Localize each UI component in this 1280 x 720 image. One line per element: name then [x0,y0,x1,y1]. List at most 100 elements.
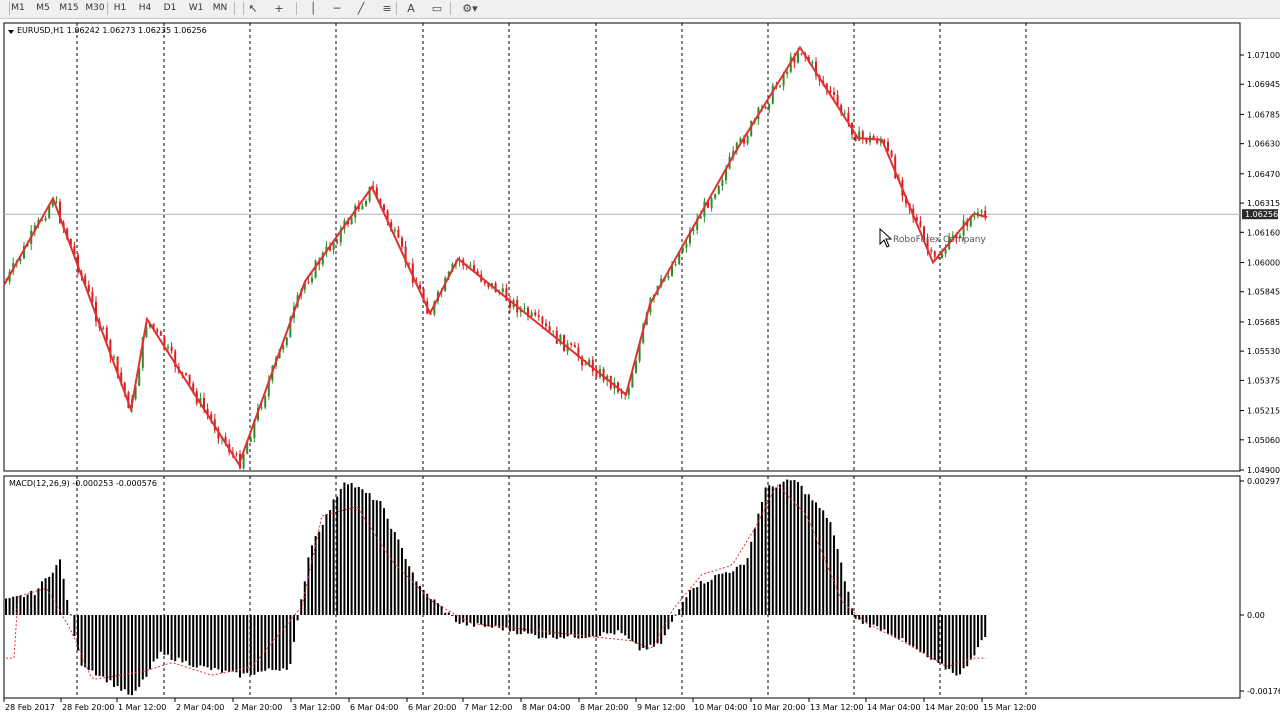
trendline-icon[interactable]: ╱ [357,2,365,15]
macd-bar [649,615,652,645]
macd-bar [444,612,447,615]
macd-bar [5,598,7,615]
timeframe-d1-button[interactable]: D1 [163,3,177,13]
timeframe-m1-button[interactable]: M1 [11,3,25,13]
vertical-line-icon[interactable]: │ [309,2,317,15]
macd-bar [77,615,79,651]
timeframe-m5-button[interactable]: M5 [36,3,50,13]
bull-candle [631,373,634,388]
bear-candle [411,263,414,283]
bull-candle [141,337,144,368]
bear-candle [955,235,958,238]
macd-bar [199,615,202,666]
macd-pane[interactable] [3,475,1241,699]
bull-candle [879,140,882,144]
macd-bar [51,572,54,615]
bear-candle [570,343,573,345]
macd-bar [890,615,893,635]
timeframe-m15-button[interactable]: M15 [59,3,79,13]
macd-bar [717,574,720,615]
price-label: 1.07100 [1247,51,1280,60]
macd-bar [469,615,472,623]
bull-candle [289,317,292,338]
macd-bar [509,615,511,632]
macd-bar [325,513,328,615]
crosshair-icon[interactable]: + [274,2,284,15]
timeframe-h1-button[interactable]: H1 [113,3,127,13]
macd-bar [343,482,346,615]
bull-candle [710,198,713,208]
bear-candle [210,414,213,420]
bull-candle [627,387,630,395]
text-icon[interactable]: A [407,2,415,15]
symbol-dropdown-icon[interactable] [8,30,14,34]
timeframe-m30-button[interactable]: M30 [85,3,105,13]
horizontal-line-icon[interactable]: ─ [333,2,341,15]
timeframe-h4-button[interactable]: H4 [138,3,152,13]
bull-candle [692,230,695,232]
bull-candle [365,200,367,206]
macd-bar [480,615,483,625]
macd-bar [357,486,360,615]
bear-candle [573,344,576,348]
bull-candle [559,334,562,344]
time-label: 9 Mar 12:00 [637,703,685,712]
macd-bar [109,615,112,681]
macd-bar [59,559,61,615]
bull-candle [768,103,771,109]
timeframe-mn-button[interactable]: MN [212,3,228,13]
macd-bar [62,578,65,615]
bear-candle [483,281,486,284]
shapes-dropdown-icon[interactable]: ⚙▾ [462,2,478,15]
bull-candle [55,201,58,203]
timeframe-w1-button[interactable]: W1 [188,3,204,13]
price-label: 1.06000 [1247,259,1280,268]
bull-candle [44,218,47,221]
label-icon[interactable]: ▭ [431,2,443,15]
macd-bar [159,615,162,652]
macd-bar [487,615,490,627]
bull-candle [635,360,637,374]
macd-bar [555,615,558,640]
macd-bar [775,487,778,615]
macd-bar [768,485,771,615]
macd-bar [757,513,760,615]
main-chart-pane[interactable] [3,22,1241,472]
bull-candle [584,364,587,366]
bull-candle [552,330,555,332]
bear-candle [595,371,598,378]
macd-bar [959,615,961,675]
macd-bar [955,615,958,676]
macd-bar [408,566,411,615]
macd-bar [33,595,36,615]
macd-bar [627,615,630,639]
macd-bar [73,615,76,637]
price-label: 1.06160 [1247,228,1280,237]
bull-candle [138,367,141,386]
macd-bar [570,615,573,635]
bull-candle [260,407,263,409]
macd-bar [473,615,475,627]
macd-bar [879,615,882,632]
bear-candle [476,271,479,275]
macd-bar [926,615,929,658]
bear-candle [206,409,209,415]
macd-bar [624,615,627,636]
macd-bar [134,615,137,691]
macd-bar [303,581,306,615]
macd-header: MACD(12,26,9) -0.000253 -0.000576 [9,479,157,488]
fibonacci-icon[interactable]: ≡ [382,2,392,15]
price-label: 1.06785 [1247,110,1280,119]
bear-candle [41,219,43,221]
chart-window[interactable]: 1.07100 1.06945 1.06785 1.06630 1.06470 1.063… [0,18,1280,720]
cursor-icon[interactable]: ↖ [248,2,258,15]
macd-bar [797,482,799,615]
bear-candle [203,398,205,410]
bear-candle [408,262,411,264]
bull-candle [951,235,954,237]
bull-candle [530,312,533,317]
chart-header: EURUSD,H1 1.06242 1.06273 1.06235 1.0625… [17,26,207,35]
bull-candle [332,242,335,251]
macd-bar [519,615,522,635]
macd-bar [411,572,414,615]
